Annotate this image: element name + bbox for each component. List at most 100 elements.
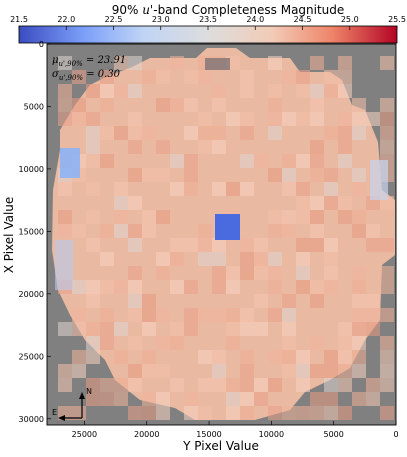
heatmap-cell <box>142 406 156 420</box>
heatmap-cell <box>226 378 240 392</box>
heatmap-cell <box>338 406 352 420</box>
heatmap-cell <box>310 56 324 70</box>
heatmap-cell <box>240 182 254 196</box>
heatmap-cell <box>212 238 226 252</box>
heatmap-cell <box>170 280 184 294</box>
heatmap-cell <box>352 98 366 112</box>
heatmap-cell <box>170 154 184 168</box>
heatmap-cell <box>380 350 394 364</box>
heatmap-cell <box>114 56 128 70</box>
heatmap-cell <box>100 336 114 350</box>
heatmap-cell <box>240 308 254 322</box>
heatmap-cell <box>338 84 352 98</box>
heatmap-cell <box>324 196 338 210</box>
heatmap-cell <box>310 154 324 168</box>
colorbar-tick-labels: 21.5 22.0 22.5 23.0 23.5 24.0 24.5 25.0 25.5 <box>10 15 406 24</box>
heatmap-cell <box>352 210 366 224</box>
heatmap-cell <box>254 294 268 308</box>
heatmap-cell <box>338 70 352 84</box>
heatmap-cell <box>100 252 114 266</box>
heatmap-cell <box>296 238 310 252</box>
heatmap-cell <box>282 70 296 84</box>
heatmap-cell <box>254 252 268 266</box>
heatmap-cell <box>240 322 254 336</box>
heatmap-cell <box>338 336 352 350</box>
heatmap-cell <box>212 364 226 378</box>
heatmap-cell <box>86 112 100 126</box>
heatmap-cell <box>142 350 156 364</box>
heatmap-cell <box>380 280 394 294</box>
heatmap-cell <box>324 392 338 406</box>
y-tick-label: 20000 <box>19 290 44 299</box>
heatmap-cell <box>226 308 240 322</box>
heatmap-cell <box>170 336 184 350</box>
heatmap-cell <box>142 70 156 84</box>
heatmap-cell <box>72 364 86 378</box>
heatmap-cell <box>324 168 338 182</box>
heatmap-cell <box>240 350 254 364</box>
heatmap-cell <box>282 336 296 350</box>
heatmap-cell <box>58 98 72 112</box>
heatmap-cell <box>142 210 156 224</box>
heatmap-cell <box>380 336 394 350</box>
low-spot-right-edge <box>370 160 388 200</box>
y-tick-label: 0 <box>39 40 44 49</box>
heatmap-cell <box>156 140 170 154</box>
heatmap-cell <box>268 378 282 392</box>
heatmap-cell <box>268 280 282 294</box>
heatmap-cell <box>100 70 114 84</box>
heatmap-cell <box>72 224 86 238</box>
heatmap-cell <box>142 294 156 308</box>
heatmap-cell <box>198 224 212 238</box>
heatmap-cell <box>114 210 128 224</box>
heatmap-cell <box>100 280 114 294</box>
heatmap-cell <box>114 322 128 336</box>
heatmap-cell <box>212 98 226 112</box>
heatmap-cell <box>268 252 282 266</box>
heatmap-cell <box>114 224 128 238</box>
heatmap-cell <box>128 294 142 308</box>
heatmap-cell <box>86 126 100 140</box>
heatmap-cell <box>268 406 282 420</box>
heatmap-cell <box>86 350 100 364</box>
heatmap-cell <box>240 84 254 98</box>
heatmap-cell <box>58 84 72 98</box>
heatmap-cell <box>282 350 296 364</box>
heatmap-cell <box>226 406 240 420</box>
heatmap-cell <box>366 112 380 126</box>
heatmap-cell <box>128 364 142 378</box>
heatmap-cell <box>212 308 226 322</box>
heatmap-cell <box>156 392 170 406</box>
heatmap-cell <box>310 196 324 210</box>
heatmap-cell <box>100 322 114 336</box>
heatmap-cell <box>268 308 282 322</box>
heatmap-cell <box>380 238 394 252</box>
heatmap-cell <box>156 308 170 322</box>
heatmap-cell <box>86 336 100 350</box>
heatmap-cell <box>254 392 268 406</box>
y-axis-label: X Pixel Value <box>2 197 16 274</box>
heatmap-cell <box>268 266 282 280</box>
low-spot-bottom-left <box>55 240 73 290</box>
colorbar-title: 90% u'-band Completeness Magnitude <box>112 3 345 17</box>
heatmap-cell <box>184 280 198 294</box>
heatmap-cell <box>114 126 128 140</box>
heatmap-cell <box>212 84 226 98</box>
heatmap-cell <box>142 308 156 322</box>
heatmap-cell <box>282 322 296 336</box>
heatmap-cell <box>296 252 310 266</box>
heatmap-cell <box>72 98 86 112</box>
heatmap-cell <box>198 406 212 420</box>
heatmap-cell <box>352 126 366 140</box>
heatmap-cell <box>310 406 324 420</box>
heatmap-cell <box>128 406 142 420</box>
std-annotation: σu',90% = 0.30 <box>52 69 121 82</box>
heatmap-cell <box>282 406 296 420</box>
heatmap-cell <box>254 378 268 392</box>
heatmap-cell <box>366 322 380 336</box>
heatmap-cell <box>310 392 324 406</box>
heatmap-cell <box>58 210 72 224</box>
heatmap-cell <box>156 406 170 420</box>
heatmap-cell <box>226 266 240 280</box>
colorbar-tick-label: 25.0 <box>341 15 359 24</box>
